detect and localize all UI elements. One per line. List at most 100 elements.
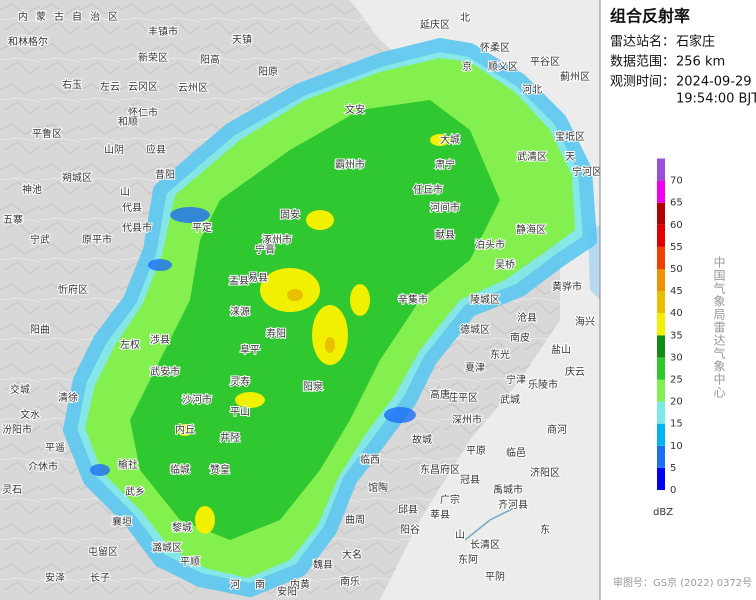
map-label: 平山 [230,406,250,418]
map-label: 平原 [466,445,486,457]
map-label: 平鲁区 [32,127,62,140]
legend-swatch [657,423,665,446]
map-label: 齐河县 [498,498,528,511]
legend-swatch [657,158,665,181]
map-label: 内黄 [290,578,310,591]
map-label: 南乐 [340,575,360,588]
legend-level: 5 [670,463,676,474]
map-label: 怀仁市 [128,106,158,119]
legend-swatch [657,202,665,225]
map-label: 天 [565,152,575,163]
legend-unit: dBZ [653,507,673,518]
map-label: 长清区 [470,538,500,551]
legend-level: 10 [670,441,683,452]
map-label: 寿阳 [266,327,286,340]
map-label: 阳泉 [303,380,323,393]
map-label: 霸州市 [335,158,365,171]
map-label: 右玉 [62,78,82,91]
legend-level: 25 [670,375,683,386]
map-label: 东阿 [458,553,478,566]
map-label: 沙河市 [182,393,212,406]
map-label: 蓟州区 [560,70,590,83]
legend-swatch [657,401,665,424]
map-label: 魏县 [313,558,333,571]
map-label: 涿州市 [262,233,292,246]
legend-level: 35 [670,330,683,341]
map-label: 灵寿 [230,375,250,388]
station: 石家庄 [676,34,715,50]
map-label: 天镇 [232,33,252,46]
map-label: 赞皇 [210,463,230,476]
map-label: 阳曲 [30,324,50,336]
map-label: 东 [540,523,550,536]
map-label: 山 [120,186,130,198]
map-label: 涉县 [150,333,170,346]
river [464,504,521,541]
map-label: 宝坻区 [555,130,585,143]
radar-echo-peak [287,289,335,353]
map-label: 海兴 [575,315,595,328]
map-label: 河北 [522,84,542,96]
map-label: 冠县 [460,474,480,486]
map-label: 盂县 [229,275,249,287]
map-label: 黄骅市 [552,280,582,293]
map-label: 北 [460,12,470,24]
review-number: 审图号：GS京 (2022) 0372号 [613,576,752,589]
map-label: 和林格尔 [8,35,48,48]
map-label: 乐陵市 [528,378,558,391]
date: 2024-09-29 [676,75,752,90]
map-label: 献县 [435,228,455,241]
map-label: 易县 [248,272,268,284]
legend-swatch [657,180,665,203]
map-label: 宁武 [30,233,50,246]
legend-level: 20 [670,397,683,408]
map-label: 平谷区 [530,56,560,68]
map-label: 临邑 [506,446,526,459]
map-label: 文水 [20,408,40,421]
map-label: 云冈区 [128,81,158,93]
map-label: 和顺 [118,116,138,128]
map-label: 武乡 [125,485,145,498]
map-label: 东昌府区 [420,463,460,476]
map-label: 安阳 [277,585,297,598]
legend-swatch [657,357,665,380]
map-label: 平顺 [180,556,200,568]
map-label: 朔城区 [62,171,92,184]
legend-level: 50 [670,264,683,275]
map-label: 昔阳 [155,169,175,181]
map-label: 辛集市 [398,293,428,306]
legend-level: 70 [670,176,683,187]
map-label: 宁河区 [572,165,602,178]
map-label: 沧县 [517,311,537,324]
map-label: 五寨 [3,213,23,226]
map-label: 涞源 [230,305,250,318]
map-label: 泊头市 [475,238,505,251]
map-label: 左权 [120,338,140,351]
legend-swatch [657,335,665,358]
map-label: 交城 [10,383,30,396]
credit: 中国气象局雷达气象中心 [712,256,726,399]
legend-level: 0 [670,485,676,496]
map-label: 邱县 [398,503,418,516]
map-label: 内丘 [175,423,195,436]
legend-level: 55 [670,242,683,253]
legend-swatch [657,379,665,402]
map-label: 山 [455,529,465,541]
legend-level: 30 [670,352,683,363]
map-label: 南 [255,578,265,591]
map-label: 榆社 [118,458,138,471]
map-label: 神池 [22,183,42,196]
map-label: 平定 [192,221,212,234]
map-label: 临西 [360,453,380,466]
map-label: 固安 [280,208,300,221]
map-label: 平阴 [485,571,505,583]
map-label: 济阳区 [530,466,560,479]
legend: 0 5 10 15 20 25 30 35 40 45 50 55 60 65 70 [657,158,683,496]
legend-level: 15 [670,419,683,430]
map-label: 河间市 [430,201,460,214]
legend-swatch [657,467,665,490]
map-label: 文安 [345,103,365,116]
map-label: 莘县 [430,508,450,521]
